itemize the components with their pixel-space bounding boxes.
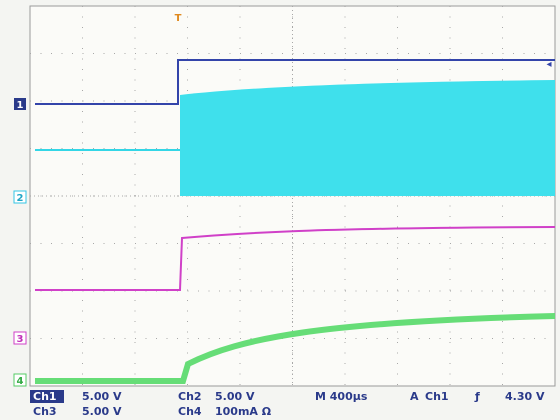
- ch2-label: Ch2: [178, 390, 202, 403]
- trigger-mode: A: [410, 390, 419, 403]
- ch1-marker: 1: [17, 100, 24, 111]
- ch3-marker: 3: [17, 334, 24, 345]
- scope-screen: T ◂ 1 2 3 4 Ch1 5.00 V Ch2 5.00 V M 400µ…: [0, 0, 560, 420]
- ch3-scale: 5.00 V: [82, 405, 122, 418]
- ch4-marker: 4: [17, 376, 24, 387]
- ch2-marker: 2: [17, 193, 24, 204]
- ch1-label: Ch1: [33, 390, 57, 403]
- trigger-source: Ch1: [425, 390, 449, 403]
- ch3-label: Ch3: [33, 405, 57, 418]
- ch1-scale: 5.00 V: [82, 390, 122, 403]
- ch4-scale: 100mA Ω: [215, 405, 272, 418]
- trigger-slope: ƒ: [474, 390, 480, 403]
- trigger-marker: T: [175, 13, 182, 24]
- ch2-scale: 5.00 V: [215, 390, 255, 403]
- ch2-envelope: [180, 80, 555, 196]
- ch4-label: Ch4: [178, 405, 202, 418]
- timebase: M 400µs: [315, 390, 368, 403]
- trigger-level-arrow: ◂: [546, 59, 551, 70]
- trigger-level: 4.30 V: [505, 390, 545, 403]
